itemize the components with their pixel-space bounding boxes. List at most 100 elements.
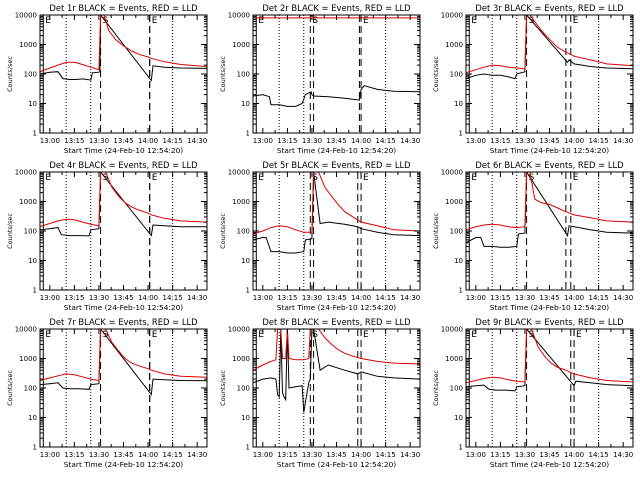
chart-panel-5: Det 5r BLACK = Events, RED = LLD Counts/s…	[219, 160, 421, 312]
y-tick-label: 100	[24, 228, 37, 236]
x-tick-label: 13:30	[302, 137, 322, 145]
y-tick-label: 10	[241, 100, 250, 108]
chart-panel-2: Det 2r BLACK = Events, RED = LLD Counts/s…	[219, 3, 421, 155]
chart-panel-9: Det 9r BLACK = Events, RED = LLD Counts/s…	[432, 317, 634, 469]
chart-title: Det 9r BLACK = Events, RED = LLD	[475, 317, 623, 327]
x-tick-label: 13:45	[113, 137, 133, 145]
y-tick-label: 100	[24, 385, 37, 393]
y-tick-label: 1	[459, 287, 463, 295]
y-tick-label: 10	[28, 257, 37, 265]
x-tick-label: 14:30	[613, 294, 633, 302]
x-axis: 13:00 13:15 13:30 13:45 14:00 14:15 14:30	[40, 329, 207, 459]
marker-label: E	[45, 16, 51, 26]
x-tick-label: 13:45	[539, 137, 559, 145]
marker-label: E	[471, 16, 477, 26]
chart-panel-8: Det 8r BLACK = Events, RED = LLD Counts/s…	[219, 317, 421, 469]
y-tick-label: 100	[237, 71, 250, 79]
y-axis-label: Counts/sec	[219, 370, 227, 406]
y-axis-label: Counts/sec	[6, 213, 14, 249]
x-tick-label: 14:30	[187, 451, 207, 459]
series-line-lld	[466, 15, 633, 74]
y-tick-label: 1000	[232, 41, 250, 49]
x-tick-label: 13:15	[277, 294, 297, 302]
x-tick-label: 14:15	[376, 451, 396, 459]
x-tick-label: 13:45	[326, 137, 346, 145]
marker-label: E	[573, 173, 579, 183]
x-tick-label: 14:15	[589, 294, 609, 302]
y-tick-label: 100	[237, 228, 250, 236]
x-tick-label: 13:00	[253, 137, 273, 145]
series-line-events	[253, 329, 420, 413]
y-tick-label: 1000	[445, 198, 463, 206]
x-axis-label: Start Time (24-Feb-10 12:54:20)	[64, 303, 183, 312]
marker-lines	[255, 172, 387, 290]
y-axis: 1 10 100 1000 10000	[15, 169, 207, 295]
series-line-events	[466, 172, 633, 248]
chart-panel-1: Det 1r BLACK = Events, RED = LLD Counts/s…	[6, 3, 208, 155]
plot-frame	[39, 171, 208, 291]
x-axis: 13:00 13:15 13:30 13:45 14:00 14:15 14:30	[466, 172, 633, 302]
x-axis: 13:00 13:15 13:30 13:45 14:00 14:15 14:30	[466, 329, 633, 459]
series-line-events	[466, 15, 633, 80]
series-line-events	[466, 329, 633, 392]
y-tick-label: 1	[246, 287, 250, 295]
x-tick-label: 14:30	[613, 137, 633, 145]
marker-label: S	[312, 173, 318, 183]
marker-lines	[255, 329, 387, 447]
x-tick-label: 14:15	[163, 294, 183, 302]
x-tick-label: 13:00	[40, 451, 60, 459]
y-tick-label: 1000	[19, 198, 37, 206]
x-tick-label: 13:45	[113, 451, 133, 459]
marker-label: E	[576, 330, 582, 340]
y-tick-label: 10	[28, 100, 37, 108]
y-tick-label: 10	[241, 257, 250, 265]
y-tick-label: 10000	[15, 326, 37, 334]
y-tick-label: 100	[450, 228, 463, 236]
plot-frame	[39, 14, 208, 134]
x-tick-label: 14:00	[564, 294, 584, 302]
marker-label: E	[363, 173, 369, 183]
x-tick-label: 14:15	[376, 294, 396, 302]
series-line-events	[253, 172, 420, 254]
marker-label: E	[45, 173, 51, 183]
marker-lines	[468, 15, 600, 133]
x-axis: 13:00 13:15 13:30 13:45 14:00 14:15 14:30	[466, 15, 633, 145]
series-line-lld	[40, 172, 207, 228]
marker-label: E	[258, 330, 264, 340]
y-axis-label: Counts/sec	[6, 56, 14, 92]
y-tick-label: 1000	[445, 355, 463, 363]
x-tick-label: 13:15	[277, 451, 297, 459]
x-tick-label: 13:00	[40, 294, 60, 302]
x-tick-label: 14:15	[589, 137, 609, 145]
y-axis: 1 10 100 1000 10000	[228, 12, 420, 138]
marker-label: E	[471, 173, 477, 183]
marker-lines	[255, 15, 387, 133]
y-axis-label: Counts/sec	[432, 213, 440, 249]
x-tick-label: 14:15	[163, 137, 183, 145]
marker-lines	[468, 329, 600, 447]
marker-label: E	[152, 330, 158, 340]
x-tick-label: 14:30	[400, 137, 420, 145]
x-axis: 13:00 13:15 13:30 13:45 14:00 14:15 14:30	[253, 15, 420, 145]
series-line-lld	[40, 329, 207, 382]
y-tick-label: 1	[246, 130, 250, 138]
series-line-events	[40, 172, 207, 237]
y-axis-label: Counts/sec	[219, 213, 227, 249]
x-tick-label: 14:30	[187, 294, 207, 302]
x-tick-label: 14:00	[138, 294, 158, 302]
x-tick-label: 14:15	[589, 451, 609, 459]
x-tick-label: 13:00	[40, 137, 60, 145]
x-axis: 13:00 13:15 13:30 13:45 14:00 14:15 14:30	[40, 172, 207, 302]
x-tick-label: 13:30	[515, 137, 535, 145]
x-tick-label: 13:00	[466, 451, 486, 459]
y-axis-label: Counts/sec	[219, 56, 227, 92]
chart-title: Det 1r BLACK = Events, RED = LLD	[49, 3, 197, 13]
y-tick-label: 1	[246, 444, 250, 452]
x-tick-label: 13:45	[539, 294, 559, 302]
x-tick-label: 13:45	[113, 294, 133, 302]
x-axis: 13:00 13:15 13:30 13:45 14:00 14:15 14:30	[253, 329, 420, 459]
y-axis-label: Counts/sec	[6, 370, 14, 406]
x-tick-label: 13:15	[64, 137, 84, 145]
y-tick-label: 1	[33, 444, 37, 452]
x-tick-label: 14:15	[376, 137, 396, 145]
